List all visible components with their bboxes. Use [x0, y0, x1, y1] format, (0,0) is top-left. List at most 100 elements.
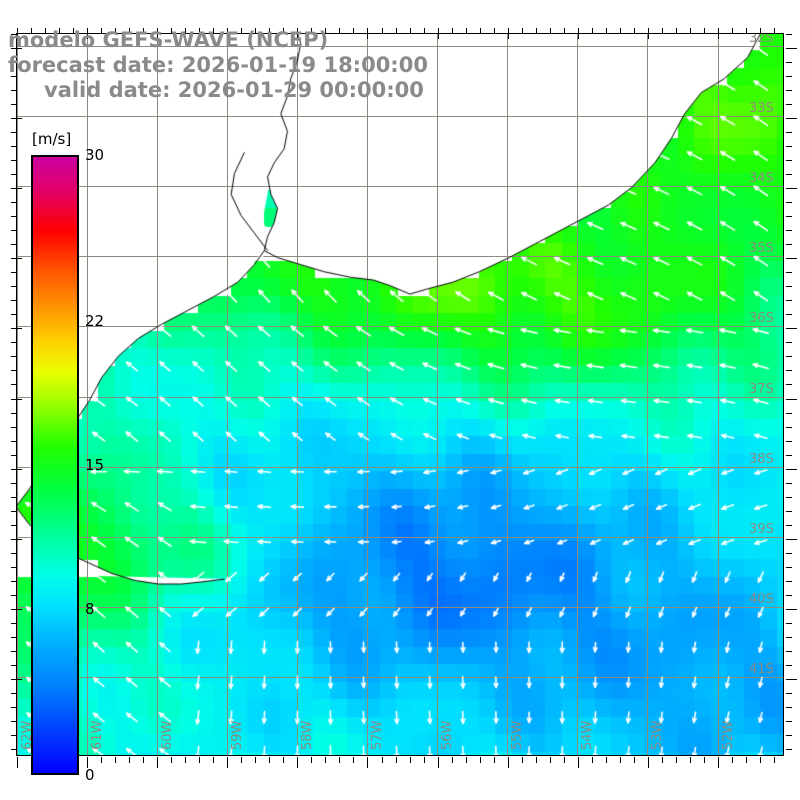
- axis-tick-right: [786, 651, 792, 652]
- axis-tick-bottom: [325, 757, 326, 763]
- axis-tick-right: [786, 623, 792, 624]
- lon-tick-label: 56W: [440, 720, 455, 750]
- axis-tick-right: [786, 328, 797, 329]
- axis-tick-right: [786, 749, 792, 750]
- axis-tick-right: [786, 216, 792, 217]
- axis-tick-bottom: [438, 757, 439, 768]
- axis-tick-right: [786, 146, 792, 147]
- axis-tick-bottom: [676, 757, 677, 763]
- axis-tick-right: [786, 62, 792, 63]
- axis-tick-right: [786, 539, 797, 540]
- lon-tick-label: 60W: [160, 720, 175, 750]
- axis-tick-right: [786, 399, 797, 400]
- axis-tick-bottom: [241, 757, 242, 763]
- axis-tick-right: [786, 413, 792, 414]
- axis-tick-bottom: [129, 757, 130, 763]
- axis-tick-right: [786, 483, 792, 484]
- axis-tick-bottom: [620, 757, 621, 763]
- axis-tick-right: [786, 693, 792, 694]
- lat-tick-label: 40S: [749, 592, 774, 607]
- axis-tick-right: [786, 300, 792, 301]
- axis-tick-bottom: [101, 757, 102, 763]
- lon-tick-label: 58W: [300, 720, 315, 750]
- axis-tick-right: [786, 441, 792, 442]
- axis-tick-bottom: [746, 757, 747, 763]
- axis-tick-right: [786, 174, 792, 175]
- axis-tick-bottom: [718, 757, 719, 768]
- axis-tick-bottom: [606, 757, 607, 763]
- axis-tick-right: [786, 707, 792, 708]
- axis-tick-bottom: [592, 757, 593, 763]
- axis-tick-right: [786, 258, 797, 259]
- axis-tick-bottom: [185, 757, 186, 763]
- axis-tick-bottom: [199, 757, 200, 763]
- axis-tick-right: [786, 455, 792, 456]
- colorbar-unit-label: [m/s]: [32, 130, 72, 148]
- axis-tick-right: [786, 637, 792, 638]
- axis-tick-bottom: [564, 757, 565, 763]
- axis-tick-bottom: [690, 757, 691, 763]
- colorbar-tick-label: 30: [85, 146, 105, 164]
- axis-tick-bottom: [536, 757, 537, 763]
- axis-tick-bottom: [578, 757, 579, 768]
- lat-tick-label: 39S: [749, 522, 774, 537]
- axis-tick-right: [786, 202, 792, 203]
- lat-tick-label: 37S: [749, 382, 774, 397]
- axis-tick-right: [786, 370, 792, 371]
- axis-tick-right: [786, 384, 792, 385]
- lon-tick-label: 61W: [90, 720, 105, 750]
- axis-tick-right: [786, 90, 792, 91]
- axis-tick-bottom: [396, 757, 397, 763]
- axis-tick-right: [786, 553, 792, 554]
- axis-tick-right: [786, 244, 792, 245]
- axis-tick-bottom: [774, 757, 775, 763]
- lon-tick-label: 54W: [580, 720, 595, 750]
- axis-tick-bottom: [508, 757, 509, 768]
- axis-tick-right: [786, 314, 792, 315]
- lat-tick-label: 35S: [749, 241, 774, 256]
- map-plot-area[interactable]: 62W61W60W59W58W57W56W55W54W53W52W51W32S3…: [16, 33, 784, 756]
- colorbar-tick-label: 22: [85, 311, 105, 330]
- axis-tick-bottom: [269, 757, 270, 763]
- axis-tick-bottom: [367, 757, 368, 768]
- axis-tick-right: [786, 511, 792, 512]
- lat-tick-label: 34S: [749, 171, 774, 186]
- axis-tick-right: [786, 272, 792, 273]
- valid-date: valid date: 2026-01-29 00:00:00: [44, 78, 424, 102]
- axis-tick-right: [786, 160, 792, 161]
- axis-tick-bottom: [213, 757, 214, 763]
- axis-tick-bottom: [452, 757, 453, 763]
- colorbar-tick-label: 0: [85, 766, 95, 784]
- axis-tick-right: [786, 595, 792, 596]
- axis-tick-bottom: [466, 757, 467, 763]
- axis-tick-bottom: [297, 757, 298, 768]
- axis-tick-bottom: [353, 757, 354, 763]
- axis-tick-right: [786, 735, 792, 736]
- axis-tick-bottom: [283, 757, 284, 763]
- axis-tick-right: [786, 118, 797, 119]
- axis-tick-bottom: [171, 757, 172, 763]
- forecast-date: forecast date: 2026-01-19 18:00:00: [8, 53, 428, 77]
- lat-tick-label: 33S: [749, 101, 774, 116]
- axis-tick-right: [786, 721, 792, 722]
- axis-tick-bottom: [339, 757, 340, 763]
- axis-tick-bottom: [382, 757, 383, 763]
- axis-tick-bottom: [732, 757, 733, 763]
- lon-tick-label: 57W: [370, 720, 385, 750]
- axis-tick-right: [786, 525, 792, 526]
- axis-tick-right: [786, 230, 792, 231]
- lat-tick-label: 32S: [749, 33, 774, 46]
- axis-tick-bottom: [311, 757, 312, 763]
- axis-tick-bottom: [17, 757, 18, 768]
- axis-tick-bottom: [143, 757, 144, 763]
- axis-tick-right: [786, 609, 797, 610]
- axis-tick-bottom: [522, 757, 523, 763]
- axis-tick-bottom: [115, 757, 116, 763]
- lon-tick-label: 52W: [721, 720, 736, 750]
- axis-tick-right: [786, 286, 792, 287]
- lat-tick-label: 41S: [749, 662, 774, 677]
- axis-tick-right: [786, 342, 792, 343]
- lat-tick-label: 38S: [749, 452, 774, 467]
- axis-tick-right: [786, 76, 792, 77]
